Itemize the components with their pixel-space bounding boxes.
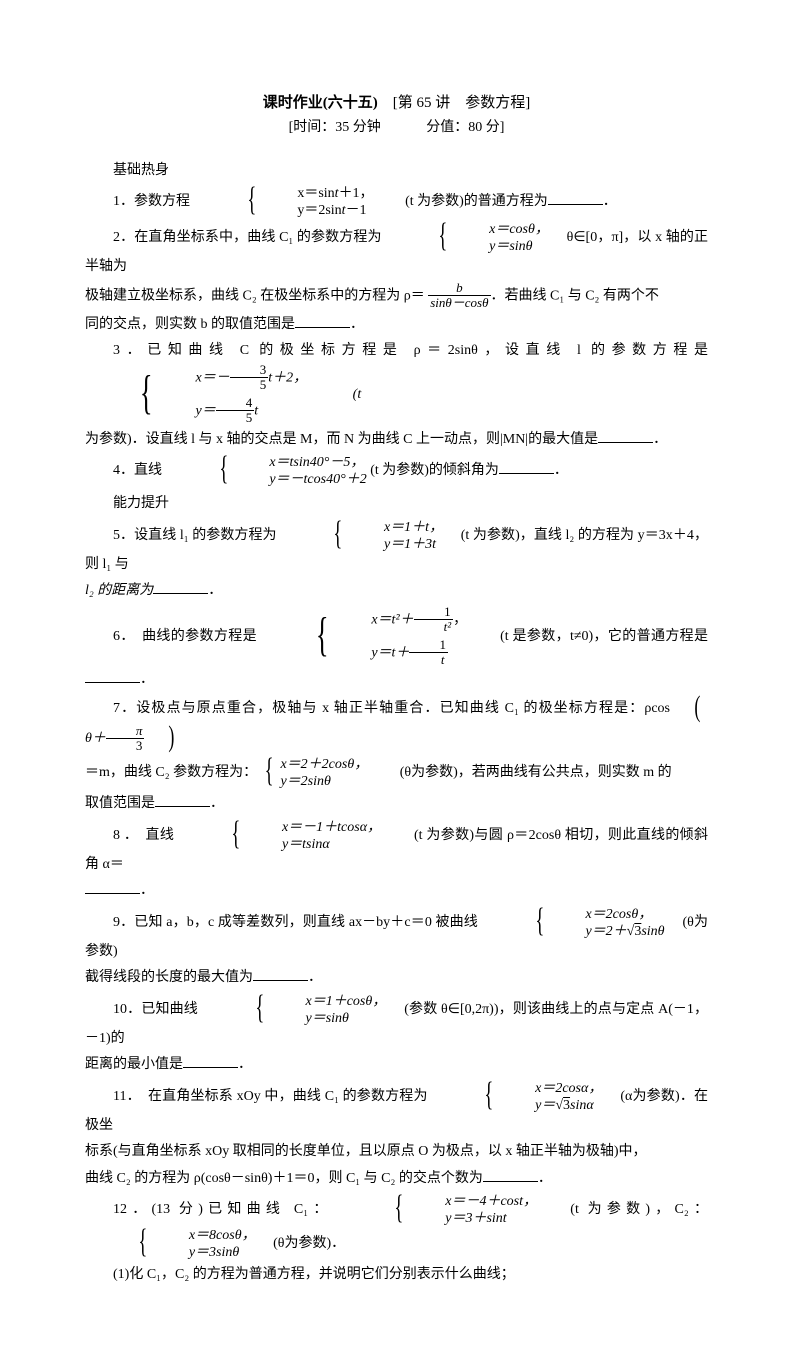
- rparen-icon: ): [152, 722, 175, 752]
- problem-7-line3: 取值范围是．: [85, 792, 708, 817]
- problem-10: 10．已知曲线 { x＝1＋cosθ， y＝sinθ (参数 θ∈[0,2π))…: [85, 993, 708, 1052]
- p8-system: { x＝－1＋tcosα， y＝tsinα: [178, 819, 381, 853]
- problem-9-line2: 截得线段的长度的最大值为．: [85, 966, 708, 991]
- p6-system: { x＝t²＋1t²， y＝t＋1t: [261, 606, 467, 668]
- problem-1: 1．参数方程 { x＝sint＋1， y＝2sint－1 (t 为参数)的普通方…: [85, 185, 708, 219]
- problem-6: 6． 曲线的参数方程是 { x＝t²＋1t²， y＝t＋1t (t 是参数，t≠…: [85, 606, 708, 693]
- blank-field: [499, 459, 554, 474]
- problem-5: 5．设直线 l₁ 的参数方程为 { x＝1＋t， y＝1＋3t (t 为参数)，…: [85, 519, 708, 578]
- p12-system-2: { x＝8cosθ， y＝3sinθ: [85, 1227, 256, 1261]
- problem-8-line2: ．: [85, 879, 708, 904]
- problem-11-line2: 标系(与直角坐标系 xOy 取相同的长度单位，且以原点 O 为极点，以 x 轴正…: [85, 1140, 708, 1165]
- blank-field: [85, 879, 140, 894]
- problem-7-line2: ＝m，曲线 C₂ 参数方程为： { x＝2＋2cosθ， y＝2sinθ (θ为…: [85, 756, 708, 790]
- blank-field: [483, 1167, 538, 1182]
- problem-11: 11． 在直角坐标系 xOy 中，曲线 C₁ 的参数方程为 { x＝2cosα，…: [85, 1080, 708, 1139]
- subtitle-line: [时间：35 分钟 分值：80 分]: [85, 116, 708, 141]
- lparen-icon: (: [678, 692, 701, 722]
- section-basics: 基础热身: [85, 159, 708, 184]
- score-label: 分值：80 分]: [426, 120, 504, 135]
- brace-icon: {: [264, 754, 273, 788]
- p1-system: { x＝sint＋1， y＝2sint－1: [194, 185, 374, 219]
- p1-lead: 参数方程: [134, 194, 190, 209]
- page: 课时作业(六十五) [第 65 讲 参数方程] [时间：35 分钟 分值：80 …: [0, 0, 793, 1350]
- brace-icon: {: [520, 904, 544, 938]
- brace-icon: {: [124, 369, 152, 417]
- p2-system: { x＝cosθ， y＝sinθ: [385, 221, 549, 255]
- title-line: 课时作业(六十五) [第 65 讲 参数方程]: [85, 90, 708, 116]
- problem-11-line3: 曲线 C₂ 的方程为 ρ(cosθ－sinθ)＋1＝0，则 C₁ 与 C₂ 的交…: [85, 1167, 708, 1192]
- p9-system: { x＝2cosθ， y＝2＋√3sinθ: [482, 906, 665, 940]
- problem-4: 4．直线 { x＝tsin40°－5， y＝－tcos40°＋2 (t 为参数)…: [85, 454, 708, 488]
- p3-system: { x＝－35t＋2， y＝45t: [85, 364, 307, 426]
- blank-field: [598, 428, 653, 443]
- p2-fraction: b sinθ－cosθ: [428, 281, 490, 310]
- problem-8: 8 ． 直线 { x＝－1＋tcosα， y＝tsinα (t 为参数)与圆 ρ…: [85, 819, 708, 878]
- brace-icon: {: [300, 611, 328, 659]
- blank-field: [153, 579, 208, 594]
- p7-system: { x＝2＋2cosθ， y＝2sinθ: [261, 756, 369, 790]
- blank-field: [85, 668, 140, 683]
- time-label: [时间：35 分钟: [289, 120, 381, 135]
- title-bold: 课时作业(六十五): [263, 95, 378, 111]
- p4-system: { x＝tsin40°－5， y＝－tcos40°＋2: [166, 454, 367, 488]
- brace-icon: {: [423, 219, 447, 253]
- blank-field: [548, 190, 603, 205]
- brace-icon: {: [123, 1225, 147, 1259]
- brace-icon: {: [216, 817, 240, 851]
- blank-field: [295, 313, 350, 328]
- p10-system: { x＝1＋cosθ， y＝sinθ: [202, 993, 387, 1027]
- brace-icon: {: [240, 991, 264, 1025]
- brace-icon: {: [379, 1191, 403, 1225]
- brace-icon: {: [469, 1078, 493, 1112]
- problem-3-line2: 为参数)．设直线 l 与 x 轴的交点是 M，而 N 为曲线 C 上一动点，则|…: [85, 428, 708, 453]
- problem-3: 3．已知曲线 C 的极坐标方程是 ρ＝2sinθ，设直线 l 的参数方程是 { …: [85, 339, 708, 426]
- problem-9: 9．已知 a，b，c 成等差数列，则直线 ax－by＋c＝0 被曲线 { x＝2…: [85, 906, 708, 965]
- problem-12-sub1: (1)化 C₁，C₂ 的方程为普通方程，并说明它们分别表示什么曲线；: [85, 1263, 708, 1288]
- p11-system: { x＝2cosα， y＝√3sinα: [431, 1080, 602, 1114]
- brace-icon: {: [231, 183, 255, 217]
- brace-icon: {: [318, 517, 342, 551]
- problem-12: 12．(13 分)已知曲线 C₁： { x＝－4＋cost， y＝3＋sint …: [85, 1193, 708, 1261]
- problem-7: 7．设极点与原点重合，极轴与 x 轴正半轴重合．已知曲线 C₁ 的极坐标方程是：…: [85, 694, 708, 754]
- problem-2-line3: 同的交点，则实数 b 的取值范围是．: [85, 313, 708, 338]
- problem-2: 2．在直角坐标系中，曲线 C₁ 的参数方程为 { x＝cosθ， y＝sinθ …: [85, 221, 708, 280]
- blank-field: [155, 792, 210, 807]
- problem-5-line2: l₂ 的距离为．: [85, 579, 708, 604]
- problem-10-line2: 距离的最小值是．: [85, 1053, 708, 1078]
- p5-system: { x＝1＋t， y＝1＋3t: [280, 519, 443, 553]
- brace-icon: {: [203, 452, 227, 486]
- p12-system-1: { x＝－4＋cost， y＝3＋sint: [341, 1193, 537, 1227]
- p1-num: 1．: [113, 194, 134, 209]
- title-rest: [第 65 讲 参数方程]: [378, 95, 531, 111]
- problem-2-line2: 极轴建立极坐标系，曲线 C₂ 在极坐标系中的方程为 ρ＝ b sinθ－cosθ…: [85, 282, 708, 311]
- section-ability: 能力提升: [85, 492, 708, 517]
- blank-field: [253, 966, 308, 981]
- p1-mid: (t 为参数)的普通方程为: [405, 194, 548, 209]
- blank-field: [183, 1053, 238, 1068]
